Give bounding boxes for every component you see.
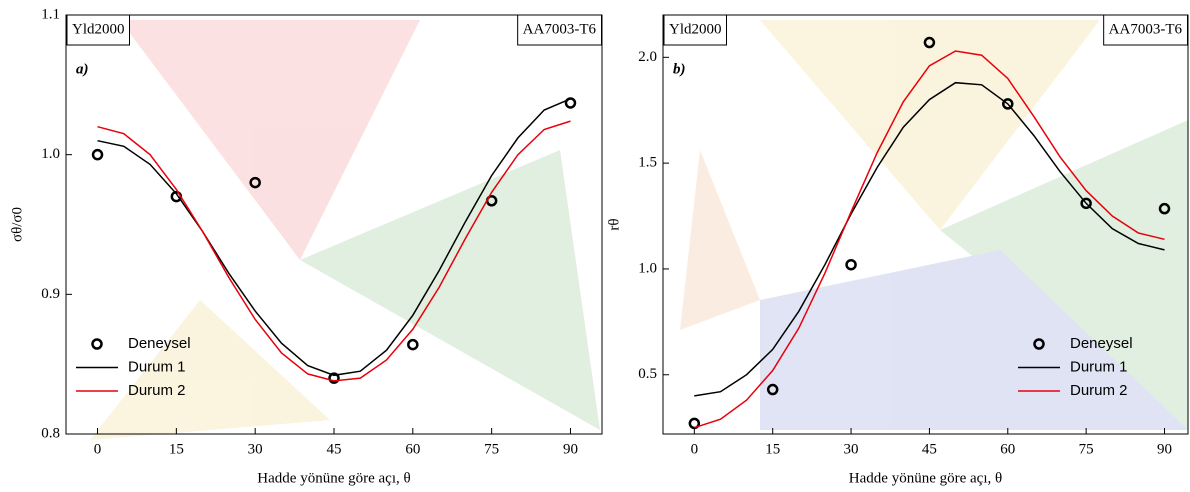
panel-label: b)	[673, 61, 686, 77]
plot-frame	[662, 14, 1189, 435]
background-decor	[90, 20, 1188, 440]
y-tick-label: 0.5	[638, 366, 657, 382]
data-point	[923, 36, 936, 49]
x-tick-label: 15	[765, 441, 780, 457]
y-axis-label: σθ/σ0	[9, 207, 25, 242]
material-label: AA7003-T6	[1109, 21, 1183, 37]
y-axis-label: rθ	[606, 218, 622, 230]
label-box	[66, 14, 130, 46]
material-label: AA7003-T6	[523, 21, 597, 37]
x-axis-label: Hadde yönüne göre açı, θ	[257, 470, 410, 486]
plot-frame	[65, 14, 603, 435]
data-point	[407, 338, 419, 351]
data-point	[328, 372, 340, 384]
data-point	[1158, 202, 1171, 215]
legend-label: Durum 2	[1070, 382, 1128, 399]
legend-label: Durum 1	[1070, 358, 1128, 375]
y-tick-label: 1.1	[41, 6, 60, 22]
x-tick-label: 45	[922, 441, 937, 457]
x-tick-label: 75	[1079, 441, 1094, 457]
x-tick-label: 30	[844, 441, 859, 457]
y-tick-label: 0.8	[41, 425, 60, 441]
data-point	[766, 383, 779, 396]
legend-label: Durum 2	[128, 382, 186, 399]
series-line	[97, 98, 571, 377]
x-tick-label: 90	[563, 441, 578, 457]
x-axis-label: Hadde yönüne göre açı, θ	[849, 470, 1002, 486]
data-point	[249, 176, 261, 189]
panel-label: a)	[76, 61, 89, 77]
data-point	[1080, 197, 1092, 210]
label-box	[517, 14, 602, 46]
x-tick-label: 15	[169, 441, 184, 457]
series-line	[694, 81, 1165, 397]
data-point	[688, 417, 701, 430]
legend-label: Durum 1	[128, 358, 186, 375]
legend-swatch	[91, 338, 103, 350]
y-tick-label: 1.5	[638, 155, 657, 171]
data-point	[91, 148, 104, 161]
y-tick-label: 0.9	[41, 286, 60, 302]
y-tick-label: 2.0	[638, 49, 657, 65]
x-tick-label: 75	[484, 441, 499, 457]
data-point	[845, 258, 857, 271]
series-line	[97, 120, 571, 382]
legend-swatch	[1033, 338, 1045, 350]
x-tick-label: 60	[1000, 441, 1015, 457]
legend-label: Deneysel	[1070, 335, 1133, 352]
x-tick-label: 60	[405, 441, 420, 457]
model-label: Yld2000	[72, 21, 125, 37]
series-line	[694, 50, 1165, 429]
x-tick-label: 30	[248, 441, 263, 457]
y-tick-label: 1.0	[41, 146, 60, 162]
model-label: Yld2000	[669, 21, 722, 37]
label-box	[663, 14, 727, 46]
x-tick-label: 90	[1157, 441, 1172, 457]
y-tick-label: 1.0	[638, 260, 657, 276]
x-tick-label: 0	[691, 441, 699, 457]
x-tick-label: 0	[94, 441, 102, 457]
data-point	[1002, 98, 1014, 110]
x-tick-label: 45	[327, 441, 342, 457]
legend-label: Deneysel	[128, 335, 191, 352]
label-box	[1103, 14, 1188, 46]
data-point	[564, 97, 577, 109]
